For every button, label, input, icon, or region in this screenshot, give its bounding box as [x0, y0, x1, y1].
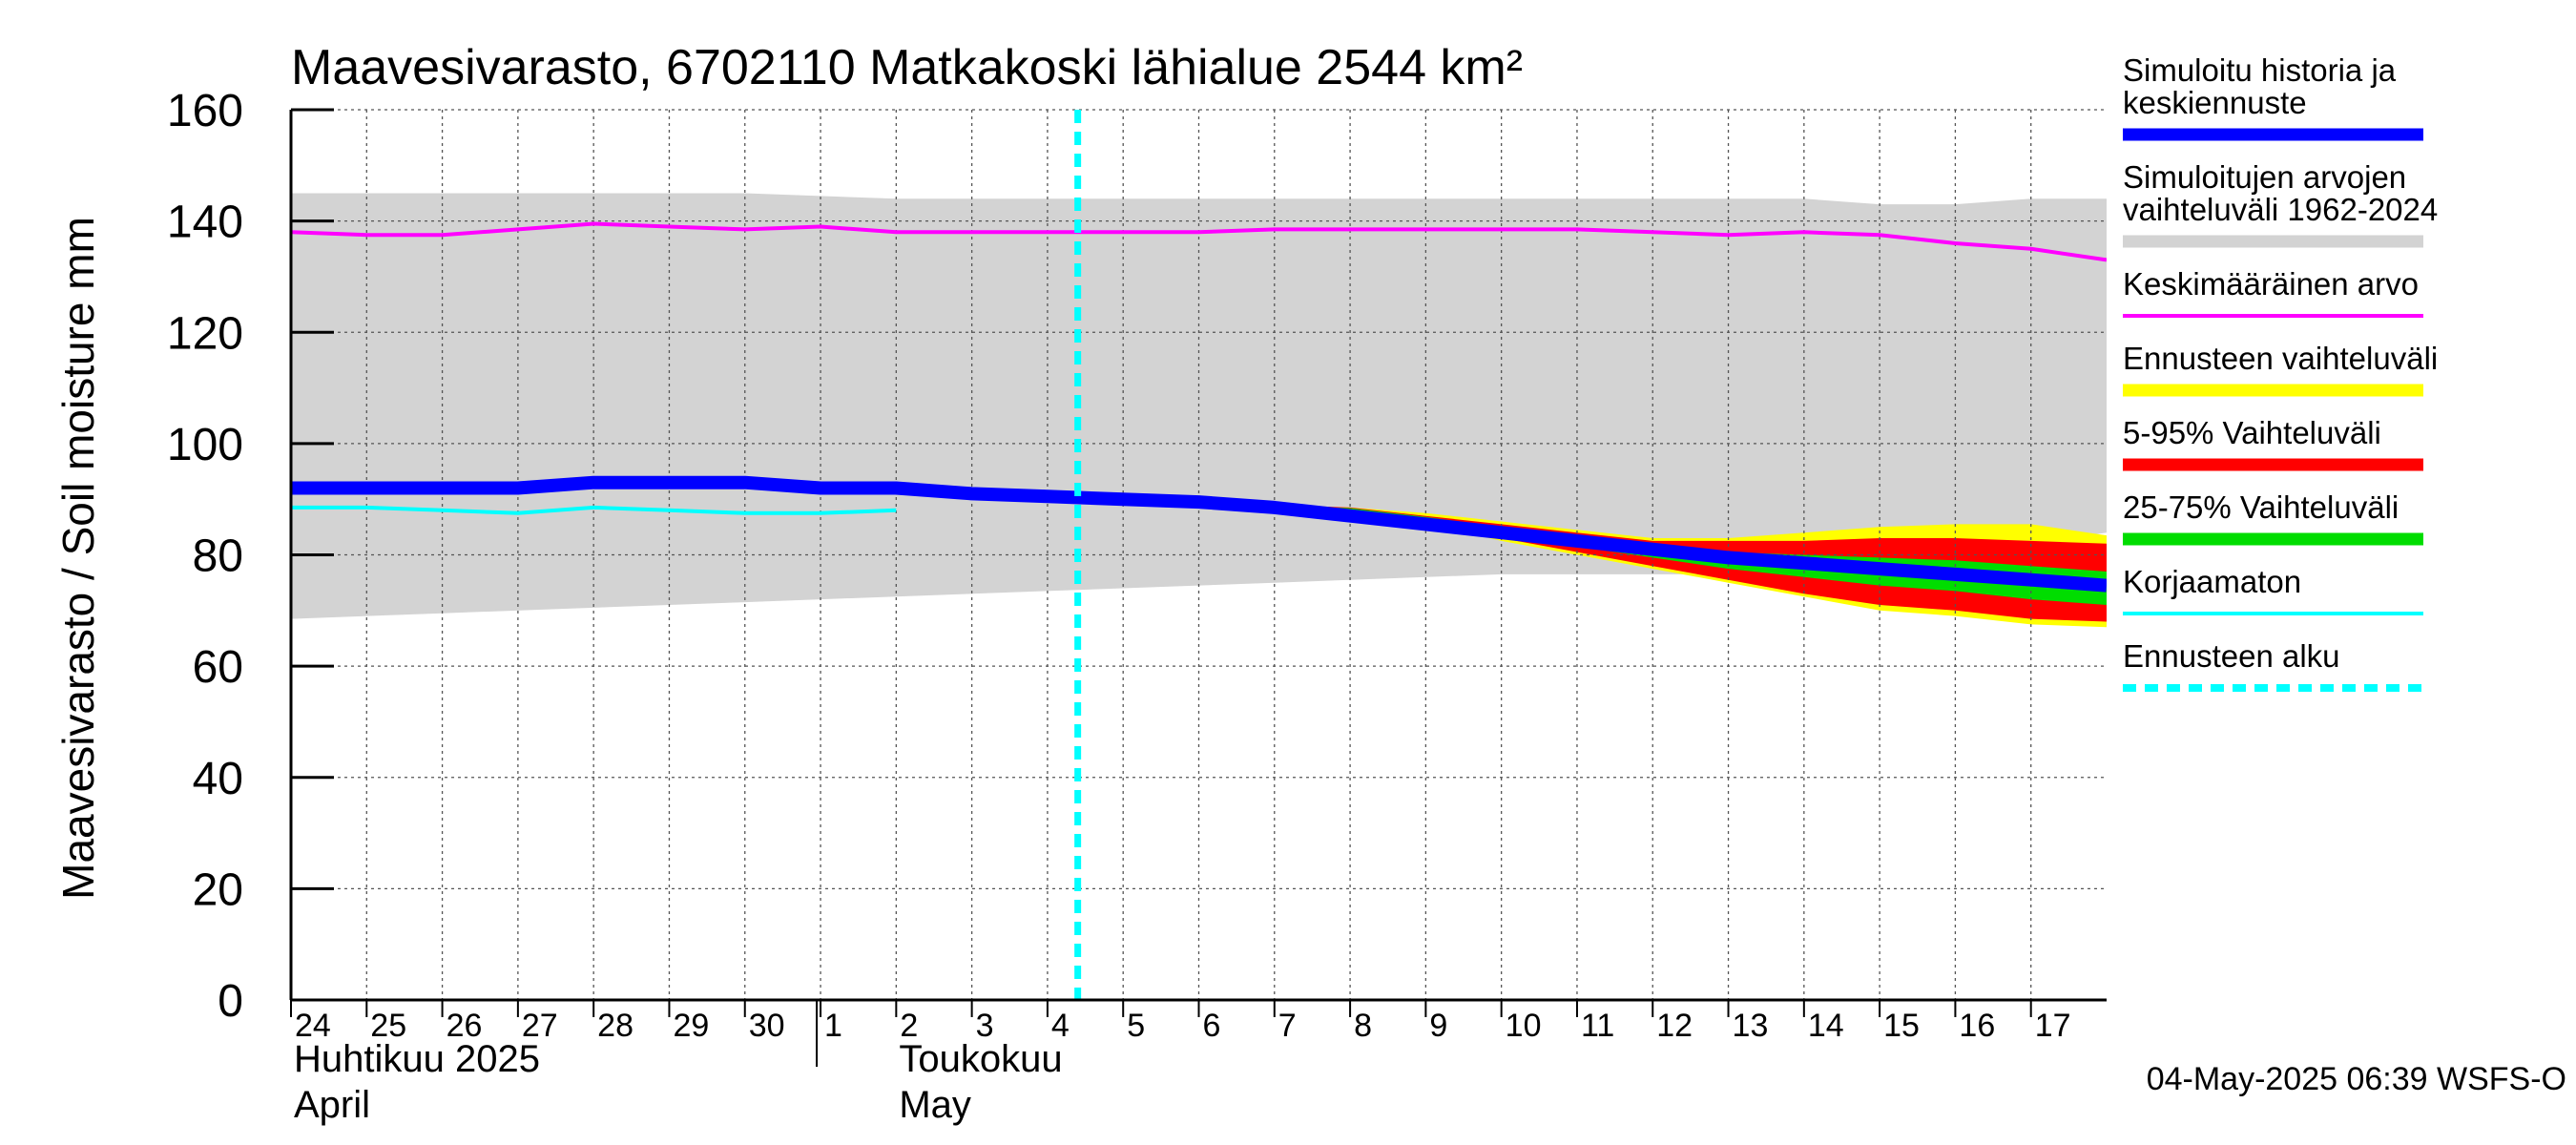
simulated-median-line [291, 475, 2107, 593]
x-tick-label: 29 [673, 1008, 709, 1044]
x-tick-label: 1 [824, 1008, 842, 1044]
y-tick-label: 160 [167, 86, 243, 136]
y-tick-label: 20 [193, 864, 243, 915]
legend-label: keskiennuste [2123, 85, 2307, 120]
series-layer [291, 110, 2107, 1000]
grid-layer [291, 109, 2107, 1000]
y-tick-label: 80 [193, 531, 243, 582]
p25-75-band [1077, 496, 2107, 605]
y-tick-label: 140 [167, 198, 243, 248]
legend-label: Keskimääräinen arvo [2123, 266, 2419, 302]
x-tick-label: 2 [900, 1008, 918, 1044]
x-tick-label: 17 [2035, 1008, 2071, 1044]
legend-label: Korjaamaton [2123, 564, 2301, 599]
y-tick-label: 120 [167, 308, 243, 359]
y-tick-label: 100 [167, 420, 243, 470]
x-tick-label: 10 [1506, 1008, 1542, 1044]
x-tick-label: 24 [295, 1008, 331, 1044]
y-tick-label: 60 [193, 642, 243, 693]
legend-label: vaihteluväli 1962-2024 [2123, 192, 2438, 227]
y-tick-label: 0 [218, 976, 243, 1027]
legend-label: Simuloitu historia ja [2123, 52, 2397, 88]
x-tick-label: 3 [976, 1008, 994, 1044]
x-tick-label: 28 [597, 1008, 634, 1044]
legend-label: Ennusteen alku [2123, 638, 2340, 674]
y-tick-label: 40 [193, 754, 243, 804]
legend-label: 25-75% Vaihteluväli [2123, 489, 2399, 525]
x-tick-label: 12 [1656, 1008, 1693, 1044]
x-tick-label: 15 [1883, 1008, 1920, 1044]
chart-title: Maavesivarasto, 6702110 Matkakoski lähia… [291, 40, 1523, 95]
x-tick-label: 9 [1429, 1008, 1447, 1044]
uncorrected-line [291, 505, 897, 515]
month-label: April [294, 1084, 370, 1126]
x-tick-label: 30 [749, 1008, 785, 1044]
month-label: Huhtikuu 2025 [294, 1038, 540, 1080]
x-tick-label: 5 [1127, 1008, 1145, 1044]
timestamp-footer: 04-May-2025 06:39 WSFS-O [2147, 1061, 2566, 1097]
x-tick-label: 27 [522, 1008, 558, 1044]
month-label: May [899, 1084, 971, 1126]
legend-label: 5-95% Vaihteluväli [2123, 415, 2381, 450]
x-tick-label: 25 [370, 1008, 406, 1044]
x-tick-label: 6 [1203, 1008, 1221, 1044]
legend-label: Ennusteen vaihteluväli [2123, 341, 2438, 376]
x-tick-label: 11 [1581, 1008, 1614, 1044]
x-tick-label: 7 [1278, 1008, 1297, 1044]
y-axis-label: Maavesivarasto / Soil moisture mm [53, 217, 103, 900]
mean-line [291, 221, 2107, 262]
x-tick-label: 16 [1959, 1008, 1995, 1044]
month-label: Toukokuu [899, 1038, 1062, 1080]
x-tick-label: 26 [447, 1008, 483, 1044]
x-tick-label: 14 [1808, 1008, 1844, 1044]
p5-95-band [1077, 496, 2107, 622]
x-tick-label: 8 [1354, 1008, 1372, 1044]
x-tick-label: 4 [1051, 1008, 1070, 1044]
x-tick-label: 13 [1733, 1008, 1769, 1044]
legend-label: Simuloitujen arvojen [2123, 159, 2406, 195]
